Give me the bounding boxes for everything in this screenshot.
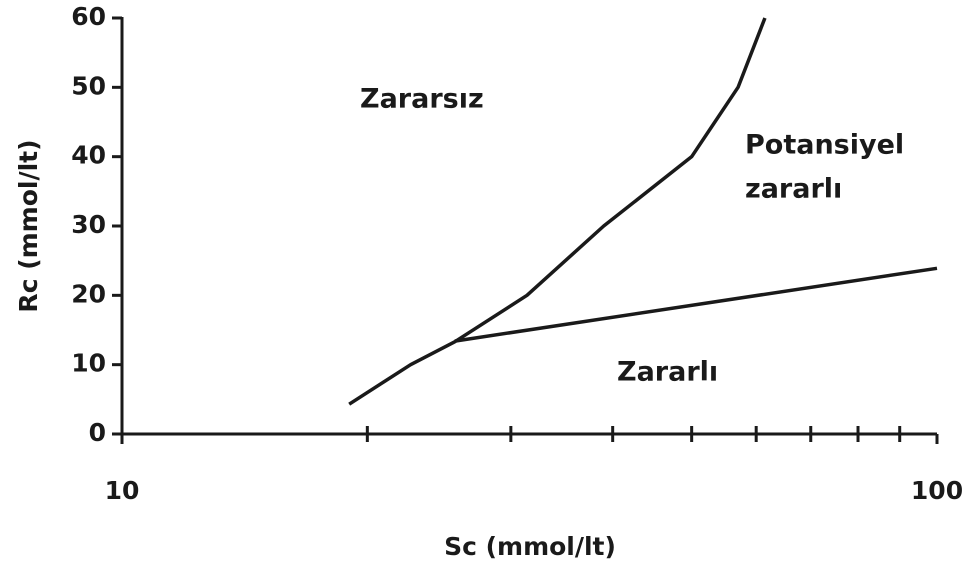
y-tick-label: 60 <box>71 2 106 31</box>
annotation: Zararsız <box>360 84 484 115</box>
y-tick-label: 40 <box>71 141 106 170</box>
y-tick-label: 50 <box>71 71 106 100</box>
line <box>348 17 767 406</box>
annotation: zararlı <box>745 174 842 205</box>
y-axis-label: Rc (mmol/lt) <box>14 139 43 312</box>
x-tick-label: 10 <box>105 476 140 505</box>
y-tick-label: 20 <box>71 279 106 308</box>
y-tick-label: 10 <box>71 349 106 378</box>
annotation: Potansiyel <box>745 130 904 161</box>
x-axis-label: Sc (mmol/lt) <box>444 532 616 561</box>
x-tick-label: 100 <box>911 476 963 505</box>
line <box>454 266 938 343</box>
y-tick-label: 30 <box>71 210 106 239</box>
y-tick-label: 0 <box>89 418 106 447</box>
annotation: Zararlı <box>617 357 718 388</box>
